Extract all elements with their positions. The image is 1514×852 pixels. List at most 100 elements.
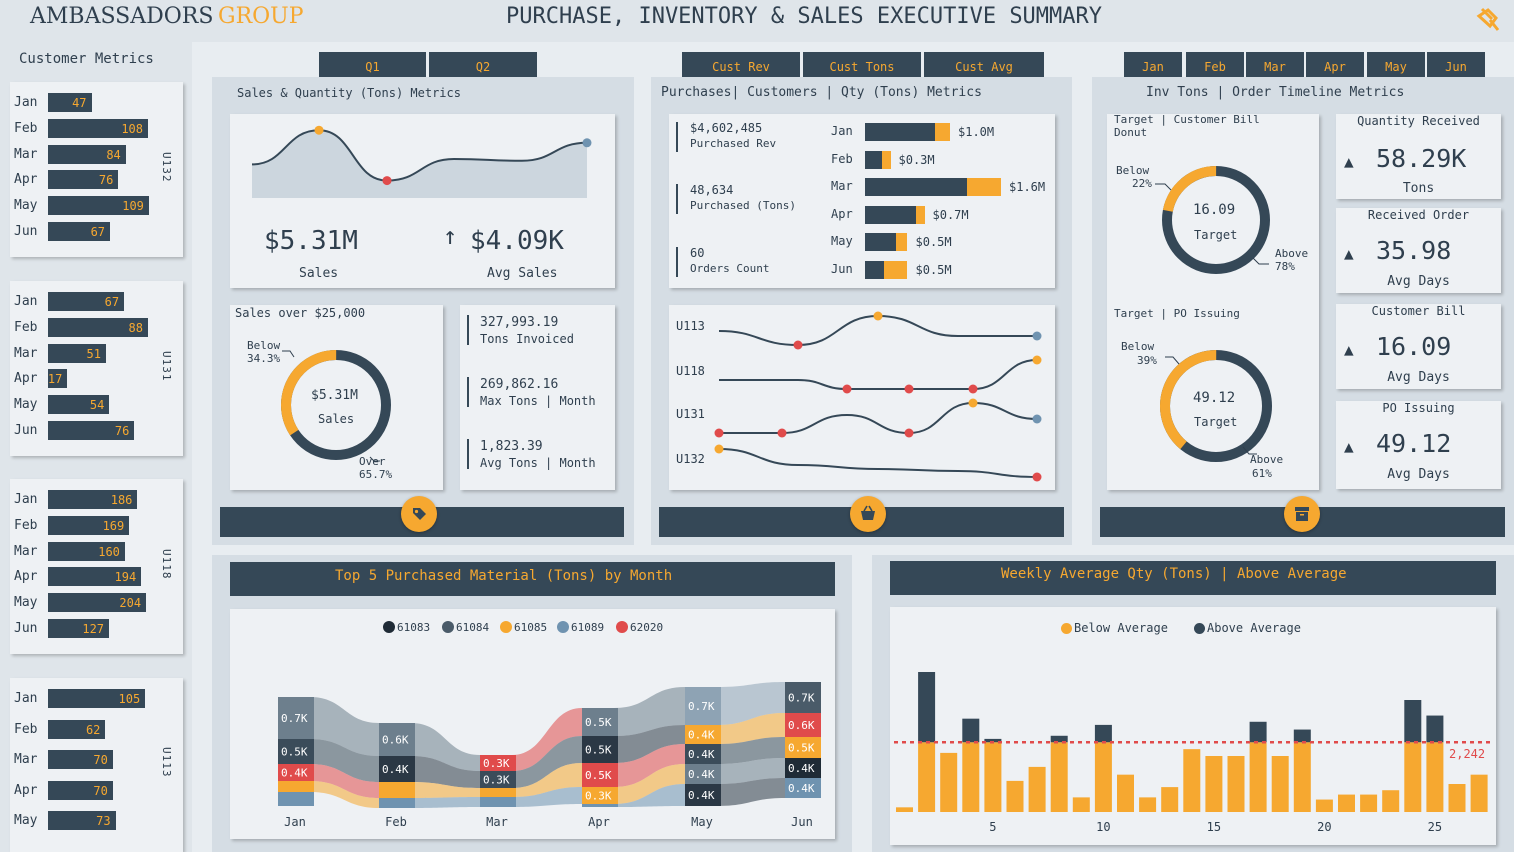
customer-point bbox=[1032, 414, 1042, 424]
customer-line-label: U132 bbox=[676, 452, 705, 466]
customer-line-label: U113 bbox=[676, 319, 705, 333]
top5-block bbox=[582, 787, 618, 804]
top5-legend-label: 61085 bbox=[514, 621, 547, 634]
donut-below-arc bbox=[281, 350, 391, 460]
tag-icon bbox=[413, 508, 426, 520]
purchase-month-label: Apr bbox=[831, 206, 853, 221]
month-label: Mar bbox=[14, 146, 38, 162]
top5-block bbox=[582, 736, 618, 763]
weekly-bar-below bbox=[1139, 797, 1157, 812]
tab-month[interactable]: Jan bbox=[1124, 52, 1182, 77]
inventory-archive-button[interactable] bbox=[1284, 496, 1320, 532]
sales-tag-button[interactable] bbox=[401, 496, 437, 532]
top5-flow bbox=[411, 797, 480, 808]
month-label: Jan bbox=[14, 294, 38, 309]
kpi-arrow-icon: ▲ bbox=[1344, 152, 1354, 171]
purchased-rev-label: Purchased Rev bbox=[690, 137, 777, 150]
tab-q2[interactable]: Q2 bbox=[429, 52, 537, 77]
weekly-x-tick: 10 bbox=[1096, 820, 1110, 834]
weekly-header bbox=[890, 561, 1496, 595]
customer-line-label: U118 bbox=[676, 364, 705, 378]
metric-bar: 76 bbox=[48, 421, 135, 440]
metric-bar: 51 bbox=[48, 343, 106, 363]
tab-month[interactable]: Feb bbox=[1186, 52, 1244, 77]
weekly-bar-below bbox=[984, 742, 1002, 812]
top5-block bbox=[685, 784, 721, 806]
month-label: Mar bbox=[14, 752, 38, 768]
legend-above-dot bbox=[1194, 623, 1205, 634]
metric-bar-value: 108 bbox=[121, 121, 143, 136]
weekly-bar-below bbox=[918, 742, 936, 812]
weekly-bar-below bbox=[896, 807, 913, 812]
purchase-bar-top bbox=[896, 233, 908, 251]
metric-bar-value: 51 bbox=[86, 346, 101, 361]
sales-point bbox=[582, 138, 592, 148]
sales-donut-title: Sales over $25,000 bbox=[235, 306, 366, 320]
purchase-bar-value: $0.7M bbox=[932, 207, 969, 222]
kpi-value: 58.29K bbox=[1376, 144, 1467, 173]
customer-group-label: U118 bbox=[160, 548, 173, 580]
metric-bar-value: 127 bbox=[82, 622, 105, 636]
purchase-subtitle: Purchases| Customers | Qty (Tons) Metric… bbox=[661, 85, 982, 100]
purchase-bars-card: $4,602,485 Purchased Rev 48,634 Purchase… bbox=[669, 114, 1055, 288]
brand-right: GROUP bbox=[218, 4, 304, 29]
top5-value-label: 0.3K bbox=[483, 774, 510, 787]
pin-icon[interactable] bbox=[1476, 6, 1502, 32]
donut2-title: Target | PO Issuing bbox=[1114, 307, 1240, 320]
weekly-bar-below bbox=[1271, 756, 1289, 812]
top5-flow bbox=[411, 756, 480, 788]
avg-sales-label: Avg Sales bbox=[487, 266, 558, 281]
top5-value-label: 0.4K bbox=[281, 767, 308, 780]
purchase-bar-top bbox=[916, 205, 925, 224]
customer-group-label: U113 bbox=[160, 747, 173, 778]
top5-month-label: Mar bbox=[486, 815, 508, 829]
purchase-basket-button[interactable] bbox=[850, 496, 886, 532]
customer-line bbox=[718, 401, 1038, 435]
tab-cust-avg[interactable]: Cust Avg bbox=[924, 52, 1044, 77]
sales-line-card: $5.31M Sales ↑ $4.09K Avg Sales bbox=[230, 114, 615, 288]
tab-cust-rev[interactable]: Cust Rev bbox=[682, 52, 800, 77]
top5-value-label: 0.5K bbox=[788, 742, 815, 755]
metric-bar: 88 bbox=[48, 317, 148, 337]
metric-bar: 70 bbox=[48, 780, 113, 800]
month-label: May bbox=[14, 813, 38, 829]
donut1-below-label: Below bbox=[1116, 164, 1150, 177]
weekly-x-tick: 25 bbox=[1428, 820, 1442, 834]
top5-legend-dot bbox=[557, 621, 569, 633]
tons-invoiced-label: Tons Invoiced bbox=[480, 332, 574, 346]
metric-bar: 67 bbox=[48, 292, 125, 311]
avg-tons-value: 1,823.39 bbox=[480, 439, 543, 454]
sales-donut-below-label: Below bbox=[247, 339, 281, 352]
top5-block bbox=[480, 797, 516, 807]
top5-flow bbox=[411, 723, 480, 771]
tab-month[interactable]: Jun bbox=[1427, 52, 1485, 77]
weekly-bar-below bbox=[1426, 742, 1444, 812]
tab-month[interactable]: May bbox=[1367, 52, 1425, 77]
metric-bar: 67 bbox=[48, 222, 111, 241]
top5-value-label: 0.4K bbox=[382, 763, 409, 776]
sales-label: Sales bbox=[299, 266, 339, 281]
tab-cust-tons[interactable]: Cust Tons bbox=[803, 52, 921, 77]
metric-bar: 108 bbox=[48, 118, 148, 138]
weekly-bar-above bbox=[1404, 700, 1422, 743]
sales-line bbox=[251, 129, 588, 182]
month-label: Jun bbox=[14, 621, 38, 636]
month-label: Feb bbox=[14, 517, 38, 533]
month-label: Feb bbox=[14, 319, 38, 335]
purchase-bar-base bbox=[865, 260, 884, 279]
weekly-bar-below bbox=[1028, 766, 1046, 812]
month-label: Feb bbox=[14, 120, 38, 136]
weekly-bar-below bbox=[1249, 742, 1267, 812]
customer-group-card: Jan 186 Feb 169 Mar 160 Apr 194 May 204 Jun 127 U118 bbox=[10, 479, 183, 654]
customer-point bbox=[714, 444, 724, 454]
weekly-bar-below bbox=[940, 752, 958, 812]
top5-flow bbox=[512, 763, 582, 797]
purchase-bar-base bbox=[865, 123, 935, 141]
tab-q1[interactable]: Q1 bbox=[319, 52, 426, 77]
tab-month[interactable]: Apr bbox=[1306, 52, 1364, 77]
donut1-above-pct: 78% bbox=[1275, 260, 1295, 273]
tab-month[interactable]: Mar bbox=[1246, 52, 1304, 77]
top5-value-label: 0.7K bbox=[281, 712, 308, 725]
metric-bar: 169 bbox=[48, 515, 130, 535]
kpi-title: Received Order bbox=[1367, 208, 1470, 222]
